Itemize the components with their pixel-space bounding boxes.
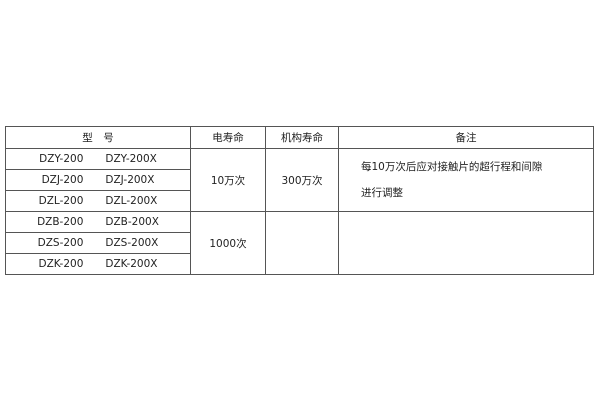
model-a: DZL-200: [38, 195, 84, 207]
model-a: DZJ-200: [41, 174, 84, 186]
header-remarks: 备注: [338, 126, 594, 149]
model-cell: DZK-200 DZK-200X: [5, 253, 191, 275]
table-row: DZK-200 DZK-200X: [5, 253, 594, 275]
header-row: 型 号 电寿命 机构寿命 备注: [5, 126, 594, 149]
model-a: DZK-200: [38, 258, 84, 270]
mechanical-life-cell: 300万次: [265, 148, 339, 212]
header-mechanical-life: 机构寿命: [265, 126, 339, 149]
electrical-life-cell: 1000次: [190, 211, 266, 275]
model-b: DZS-200X: [105, 237, 159, 249]
table-row: DZL-200 DZL-200X: [5, 190, 594, 212]
model-cell: DZS-200 DZS-200X: [5, 232, 191, 254]
remark-line: 进行调整: [361, 187, 403, 199]
model-b: DZY-200X: [105, 153, 157, 165]
mechanical-life-cell: [265, 211, 339, 275]
model-a: DZS-200: [37, 237, 84, 249]
spec-table: 型 号 电寿命 机构寿命 备注 DZY-200 DZY-200X 10万次 300…: [5, 126, 594, 275]
model-b: DZL-200X: [105, 195, 158, 207]
model-cell: DZY-200 DZY-200X: [5, 148, 191, 170]
remark-line: 每10万次后应对接触片的超行程和间隙: [361, 161, 543, 173]
table-row: DZB-200 DZB-200X 1000次: [5, 211, 594, 275]
model-cell: DZB-200 DZB-200X: [5, 211, 191, 233]
model-a: DZY-200: [39, 153, 84, 165]
electrical-life-cell: 10万次: [190, 148, 266, 212]
model-b: DZB-200X: [105, 216, 159, 228]
model-cell: DZJ-200 DZJ-200X: [5, 169, 191, 191]
remarks-cell: 每10万次后应对接触片的超行程和间隙 进行调整: [338, 148, 594, 212]
model-a: DZB-200: [37, 216, 84, 228]
remarks-cell: [338, 211, 594, 275]
model-b: DZJ-200X: [105, 174, 155, 186]
header-electrical-life: 电寿命: [190, 126, 266, 149]
header-model: 型 号: [5, 126, 191, 149]
model-cell: DZL-200 DZL-200X: [5, 190, 191, 212]
model-b: DZK-200X: [105, 258, 158, 270]
table-row: DZY-200 DZY-200X 10万次 300万次 每10万次后应对接触片的超…: [5, 148, 594, 212]
